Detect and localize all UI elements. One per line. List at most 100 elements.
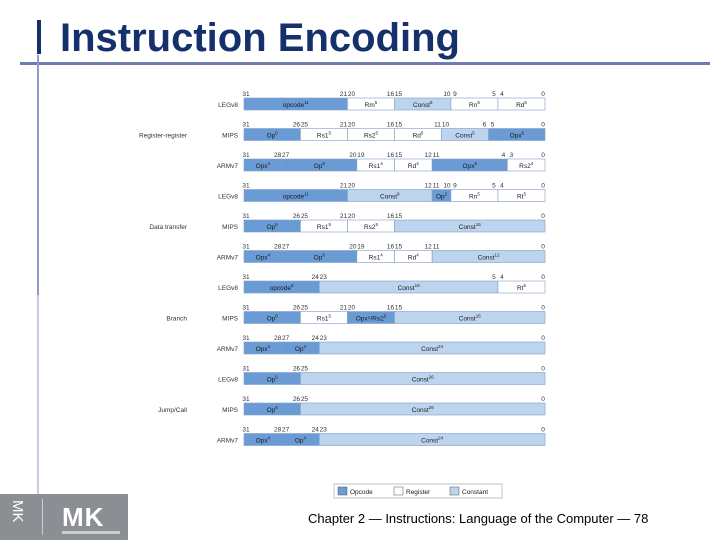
architecture-label: LEGv8 — [218, 377, 238, 384]
field-label: Rd4 — [408, 161, 419, 170]
encoding-field-register — [497, 280, 546, 294]
field-label: Const6 — [413, 100, 433, 109]
bit-number: 31 — [242, 183, 250, 190]
bit-number: 0 — [541, 244, 545, 251]
bit-number: 15 — [395, 213, 403, 220]
bit-number: 12 — [425, 244, 433, 251]
bit-number: 15 — [395, 305, 403, 312]
bit-number: 31 — [242, 396, 250, 403]
field-label: Const16 — [459, 314, 481, 323]
field-label: Rs15 — [317, 131, 332, 140]
field-label: Const24 — [421, 344, 443, 353]
architecture-label: ARMv7 — [217, 255, 239, 262]
bit-number: 28 — [274, 427, 282, 434]
bit-number: 10 — [443, 91, 451, 98]
bit-number: 0 — [541, 274, 545, 281]
bit-number: 27 — [282, 335, 290, 342]
bit-number: 31 — [242, 152, 250, 159]
field-label: Rs24 — [519, 161, 534, 170]
bit-number: 25 — [301, 396, 309, 403]
architecture-label: MIPS — [222, 224, 239, 231]
bit-number: 20 — [349, 152, 357, 159]
bit-number: 25 — [301, 213, 309, 220]
encoding-field-constant — [431, 250, 546, 263]
bit-number: 25 — [301, 305, 309, 312]
bit-number: 15 — [395, 122, 403, 129]
bit-number: 20 — [348, 305, 356, 312]
field-label: Rm5 — [365, 100, 378, 109]
bit-number: 23 — [320, 335, 328, 342]
bit-number: 4 — [502, 152, 506, 159]
bit-number: 31 — [242, 244, 250, 251]
bit-number: 0 — [541, 335, 545, 342]
field-label: Opx4 — [256, 344, 271, 353]
bit-number: 28 — [274, 152, 282, 159]
field-label: opcode11 — [283, 100, 309, 109]
bit-number: 23 — [320, 274, 328, 281]
field-label: Const26 — [412, 405, 434, 414]
bit-number: 20 — [348, 183, 356, 190]
field-label: Op8 — [314, 253, 326, 262]
bit-number: 25 — [301, 122, 309, 129]
bit-number: 26 — [293, 366, 301, 373]
architecture-label: MIPS — [222, 407, 239, 414]
logo-side-mark: MK — [9, 500, 26, 523]
architecture-label: ARMv7 — [217, 163, 239, 170]
left-rule — [37, 55, 39, 295]
bit-number: 0 — [541, 396, 545, 403]
bit-number: 16 — [387, 152, 395, 159]
field-label: Rd5 — [516, 100, 527, 109]
encoding-field-register — [497, 97, 546, 111]
field-label: Op4 — [295, 436, 307, 445]
architecture-label: MIPS — [222, 133, 239, 140]
bit-number: 25 — [301, 366, 309, 373]
encoding-field-constant — [300, 372, 546, 385]
group-label: Jump/Call — [158, 407, 187, 414]
encoding-field-register — [497, 189, 546, 202]
bit-number: 15 — [395, 244, 403, 251]
bit-number: 4 — [500, 274, 504, 281]
field-label: Rd5 — [413, 131, 424, 140]
legend-swatch-register — [393, 486, 404, 496]
field-label: Const16 — [459, 222, 481, 231]
field-label: Rt5 — [517, 283, 527, 292]
bit-number: 15 — [395, 91, 403, 98]
bit-number: 26 — [293, 305, 301, 312]
field-label: Opx4 — [256, 253, 271, 262]
field-label: Rs15 — [317, 314, 332, 323]
bit-number: 3 — [510, 152, 514, 159]
bit-number: 20 — [349, 244, 357, 251]
bit-number: 10 — [443, 183, 451, 190]
architecture-label: MIPS — [222, 316, 239, 323]
field-label: Const9 — [380, 192, 400, 201]
logo-subtitle-bar — [62, 531, 120, 534]
bit-number: 24 — [312, 335, 320, 342]
bit-number: 0 — [541, 122, 545, 129]
bit-number: 27 — [282, 427, 290, 434]
bit-number: 12 — [425, 183, 433, 190]
field-label: Op4 — [295, 344, 307, 353]
field-label: Rs14 — [369, 253, 384, 262]
bit-number: 20 — [348, 122, 356, 129]
bit-number: 10 — [442, 122, 450, 129]
encoding-field-register — [507, 158, 546, 172]
bit-number: 31 — [242, 91, 250, 98]
bit-number: 16 — [387, 91, 395, 98]
architecture-label: LEGv8 — [218, 285, 238, 292]
field-label: Opx8 — [463, 161, 478, 170]
bit-number: 31 — [242, 366, 250, 373]
encoding-field-constant — [318, 433, 546, 446]
bit-number: 26 — [293, 396, 301, 403]
field-label: Const24 — [421, 436, 443, 445]
bit-number: 26 — [293, 122, 301, 129]
bit-number: 0 — [541, 305, 545, 312]
field-label: Opx4 — [256, 161, 271, 170]
field-label: Rs25 — [364, 222, 379, 231]
field-label: Opx6 — [510, 131, 525, 140]
architecture-label: LEGv8 — [218, 194, 238, 201]
bit-number: 21 — [340, 91, 348, 98]
legend-box — [333, 483, 503, 499]
bit-number: 24 — [312, 274, 320, 281]
title-underline — [20, 62, 710, 65]
bit-number: 9 — [453, 183, 457, 190]
